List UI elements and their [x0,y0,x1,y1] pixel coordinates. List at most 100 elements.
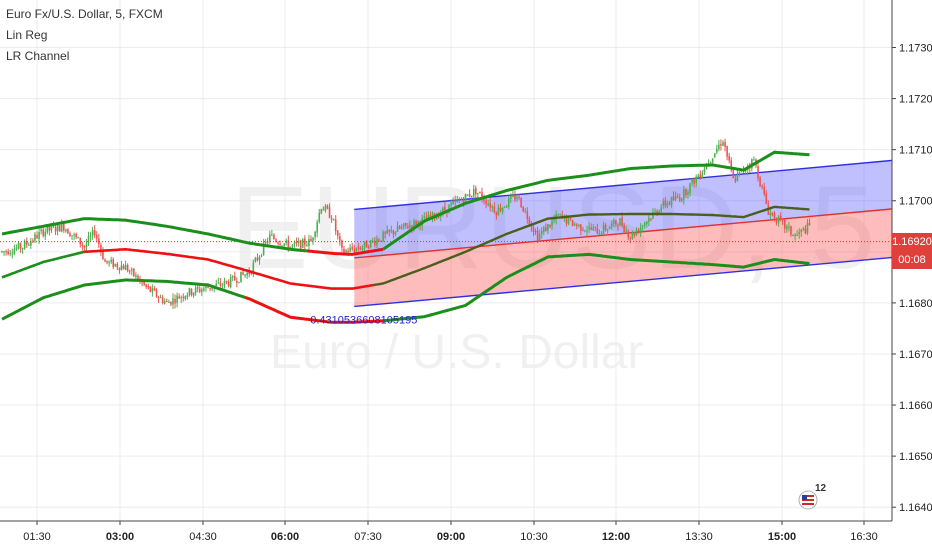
candle-body [229,277,232,288]
candle-body [15,247,18,250]
candle-body [594,226,597,228]
candle-body [312,237,314,241]
candle-body [606,229,609,231]
candle-body [54,227,57,232]
candle-body [625,230,627,232]
flag-event-icon[interactable]: 12 [797,483,826,510]
candle-body [437,215,440,218]
candle-body [157,297,160,299]
candle-body [802,228,805,230]
lr-channel-mid-line [354,207,899,259]
candle-body [532,227,535,232]
time-tick-label: 09:00 [437,531,465,543]
candle-body [147,286,150,288]
candle-body [126,264,129,272]
lr-channel-upper-line [354,159,899,211]
candle-body [639,227,642,232]
candle-body [120,265,123,271]
candle-body [475,188,477,195]
candle-body [732,169,735,179]
candle-body [67,229,69,234]
candle-body [800,229,803,233]
candle-body [713,153,716,158]
candle-body [21,248,24,250]
candle-body [240,271,242,283]
candle-body [551,220,553,226]
candle-body [382,232,384,242]
candle-body [678,197,681,201]
candle-body [619,218,621,226]
candle-body [71,235,73,237]
candle-body [44,231,47,237]
candle-body [545,227,547,232]
candle-body [137,275,139,281]
candle-body [347,250,349,253]
candle-body [796,234,798,236]
candle-body [627,231,630,238]
candle-body [188,288,191,295]
candle-body [334,219,337,232]
candle-body [388,229,391,232]
candle-body [217,282,220,284]
candle-body [318,212,321,222]
candle-body [7,251,9,255]
candle-body [629,237,632,239]
candle-body [330,218,333,220]
candle-body [709,161,712,163]
candle-body [507,198,510,207]
candle-body [260,255,263,257]
candle-body [427,214,430,220]
candle-body [233,276,236,281]
candle-body [610,223,613,227]
candle-body [163,301,166,304]
candle-body [203,288,205,291]
candle-body [372,240,374,242]
candle-body [417,221,419,225]
candle-body [637,229,640,232]
study-lr-channel[interactable]: LR Channel [6,49,70,63]
candle-body [604,224,607,231]
candle-body [553,219,555,221]
candle-body [17,243,20,249]
candle-body [503,206,506,208]
lin-reg-upper-band [1,217,308,253]
time-tick-label: 13:30 [685,531,713,543]
candle-body [178,296,180,299]
symbol-title[interactable]: Euro Fx/U.S. Dollar, 5, FXCM [6,7,163,21]
candle-body [804,228,807,234]
price-tick-label: 1.17000 [899,196,932,208]
candle-body [505,206,508,208]
candle-body [631,232,634,239]
candle-body [161,297,164,303]
current-price-tag: 1.16920 [892,232,932,251]
candle-body [151,288,154,292]
candle-body [512,195,514,197]
price-tick-label: 1.17300 [899,43,932,55]
candle-body [341,240,343,248]
candle-body [291,244,294,247]
candle-body [3,251,5,253]
candle-body [281,245,283,247]
candle-body [444,206,446,211]
candle-body [582,229,584,231]
time-tick-label: 15:00 [768,531,796,543]
candle-body [269,234,271,242]
lin-reg-lower-band-down [244,295,384,324]
candle-body [332,219,335,221]
candle-body [584,230,586,232]
candle-body [128,270,131,272]
candle-body [118,267,121,270]
candle-body [526,211,529,219]
price-tick-label: 1.17200 [899,94,932,106]
study-lin-reg[interactable]: Lin Reg [6,28,48,42]
candle-body [699,174,702,177]
candle-body [477,192,479,194]
candle-body [662,200,665,206]
candle-body [336,230,339,236]
candle-body [211,288,213,290]
candle-body [254,257,257,262]
candle-body [491,206,494,208]
candle-body [104,259,106,262]
